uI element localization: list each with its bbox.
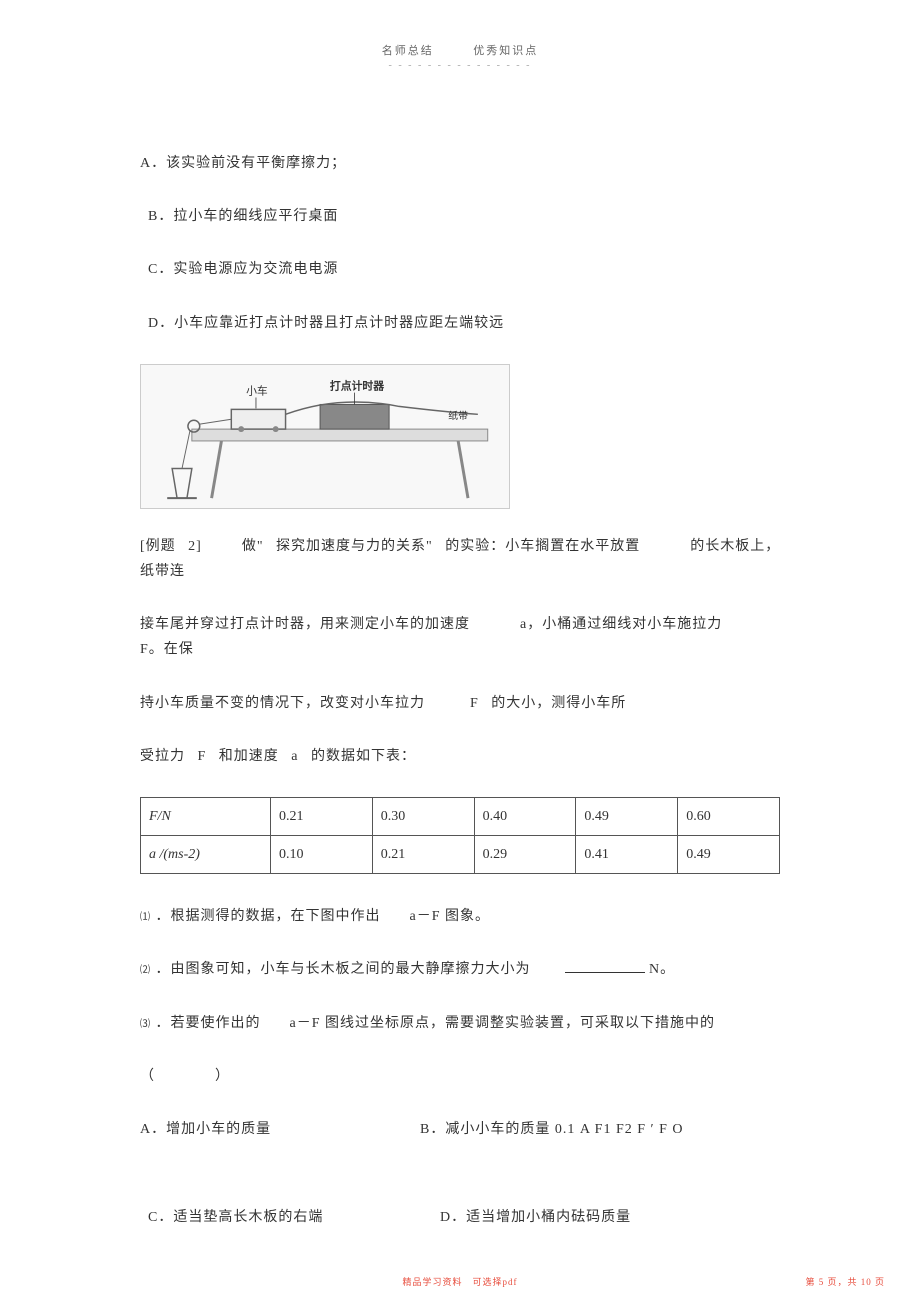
row1-header: F/N (141, 797, 271, 835)
option-row-cd: C．适当垫高长木板的右端 D．适当增加小桶内砝码质量 (140, 1205, 790, 1230)
option-b-bottom: B．减小小车的质量 0.1 A F1 F2 F ′ F O (420, 1117, 684, 1142)
question-1: ⑴ ．根据测得的数据，在下图中作出 a－F 图象。 (140, 904, 790, 929)
table-cell: 0.30 (372, 797, 474, 835)
page-header: 名师总结 优秀知识点 (0, 0, 920, 58)
table-cell: 0.10 (271, 836, 373, 874)
question-3: ⑶ ．若要使作出的 a－F 图线过坐标原点，需要调整实验装置，可采取以下措施中的 (140, 1011, 790, 1036)
example-line4: 受拉力 F 和加速度 a 的数据如下表： (140, 744, 790, 769)
cart-label: 小车 (246, 383, 268, 397)
table-cell: 0.49 (576, 797, 678, 835)
footer-center: 精品学习资料 可选择pdf (403, 1275, 518, 1288)
table-row: a /(ms-2) 0.10 0.21 0.29 0.41 0.49 (141, 836, 780, 874)
tape-label: 纸带 (448, 409, 468, 422)
option-c-bottom: C．适当垫高长木板的右端 (140, 1205, 440, 1230)
option-row-ab: A．增加小车的质量 B．减小小车的质量 0.1 A F1 F2 F ′ F O (140, 1117, 790, 1142)
option-a: A．该实验前没有平衡摩擦力； (140, 151, 790, 176)
example-text: [例题 2] 做" 探究加速度与力的关系" 的实验：小车搁置在水平放置 的长木板… (140, 534, 790, 584)
row2-header: a /(ms-2) (141, 836, 271, 874)
question-2: ⑵ ．由图象可知，小车与长木板之间的最大静摩擦力大小为 N。 (140, 957, 790, 982)
table-cell: 0.29 (474, 836, 576, 874)
table-cell: 0.21 (271, 797, 373, 835)
footer-right: 第 5 页，共 10 页 (805, 1275, 885, 1288)
example-label: [例题 2] (140, 539, 202, 554)
timer-label: 打点计时器 (330, 378, 384, 392)
document-content: A．该实验前没有平衡摩擦力； B．拉小车的细线应平行桌面 C．实验电源应为交流电… (0, 71, 920, 1230)
table-cell: 0.49 (678, 836, 780, 874)
option-b: B．拉小车的细线应平行桌面 (140, 204, 790, 229)
paren-blank: （ ） (140, 1064, 790, 1089)
header-right: 优秀知识点 (473, 45, 538, 57)
table-cell: 0.60 (678, 797, 780, 835)
header-left: 名师总结 (382, 45, 434, 57)
table-cell: 0.41 (576, 836, 678, 874)
header-underline: - - - - - - - - - - - - - - - (0, 60, 920, 71)
option-c: C．实验电源应为交流电电源 (140, 257, 790, 282)
experiment-diagram: 小车 打点计时器 纸带 (140, 364, 790, 509)
example-line2: 接车尾并穿过打点计时器，用来测定小车的加速度 a，小桶通过细线对小车施拉力 F。… (140, 612, 790, 662)
option-d-bottom: D．适当增加小桶内砝码质量 (440, 1205, 631, 1230)
example-line3: 持小车质量不变的情况下，改变对小车拉力 F 的大小，测得小车所 (140, 691, 790, 716)
blank-field (565, 959, 645, 973)
table-cell: 0.21 (372, 836, 474, 874)
data-table: F/N 0.21 0.30 0.40 0.49 0.60 a /(ms-2) 0… (140, 797, 780, 874)
table-cell: 0.40 (474, 797, 576, 835)
option-d: D．小车应靠近打点计时器且打点计时器应距左端较远 (140, 311, 790, 336)
option-a-bottom: A．增加小车的质量 (140, 1117, 420, 1142)
table-row: F/N 0.21 0.30 0.40 0.49 0.60 (141, 797, 780, 835)
